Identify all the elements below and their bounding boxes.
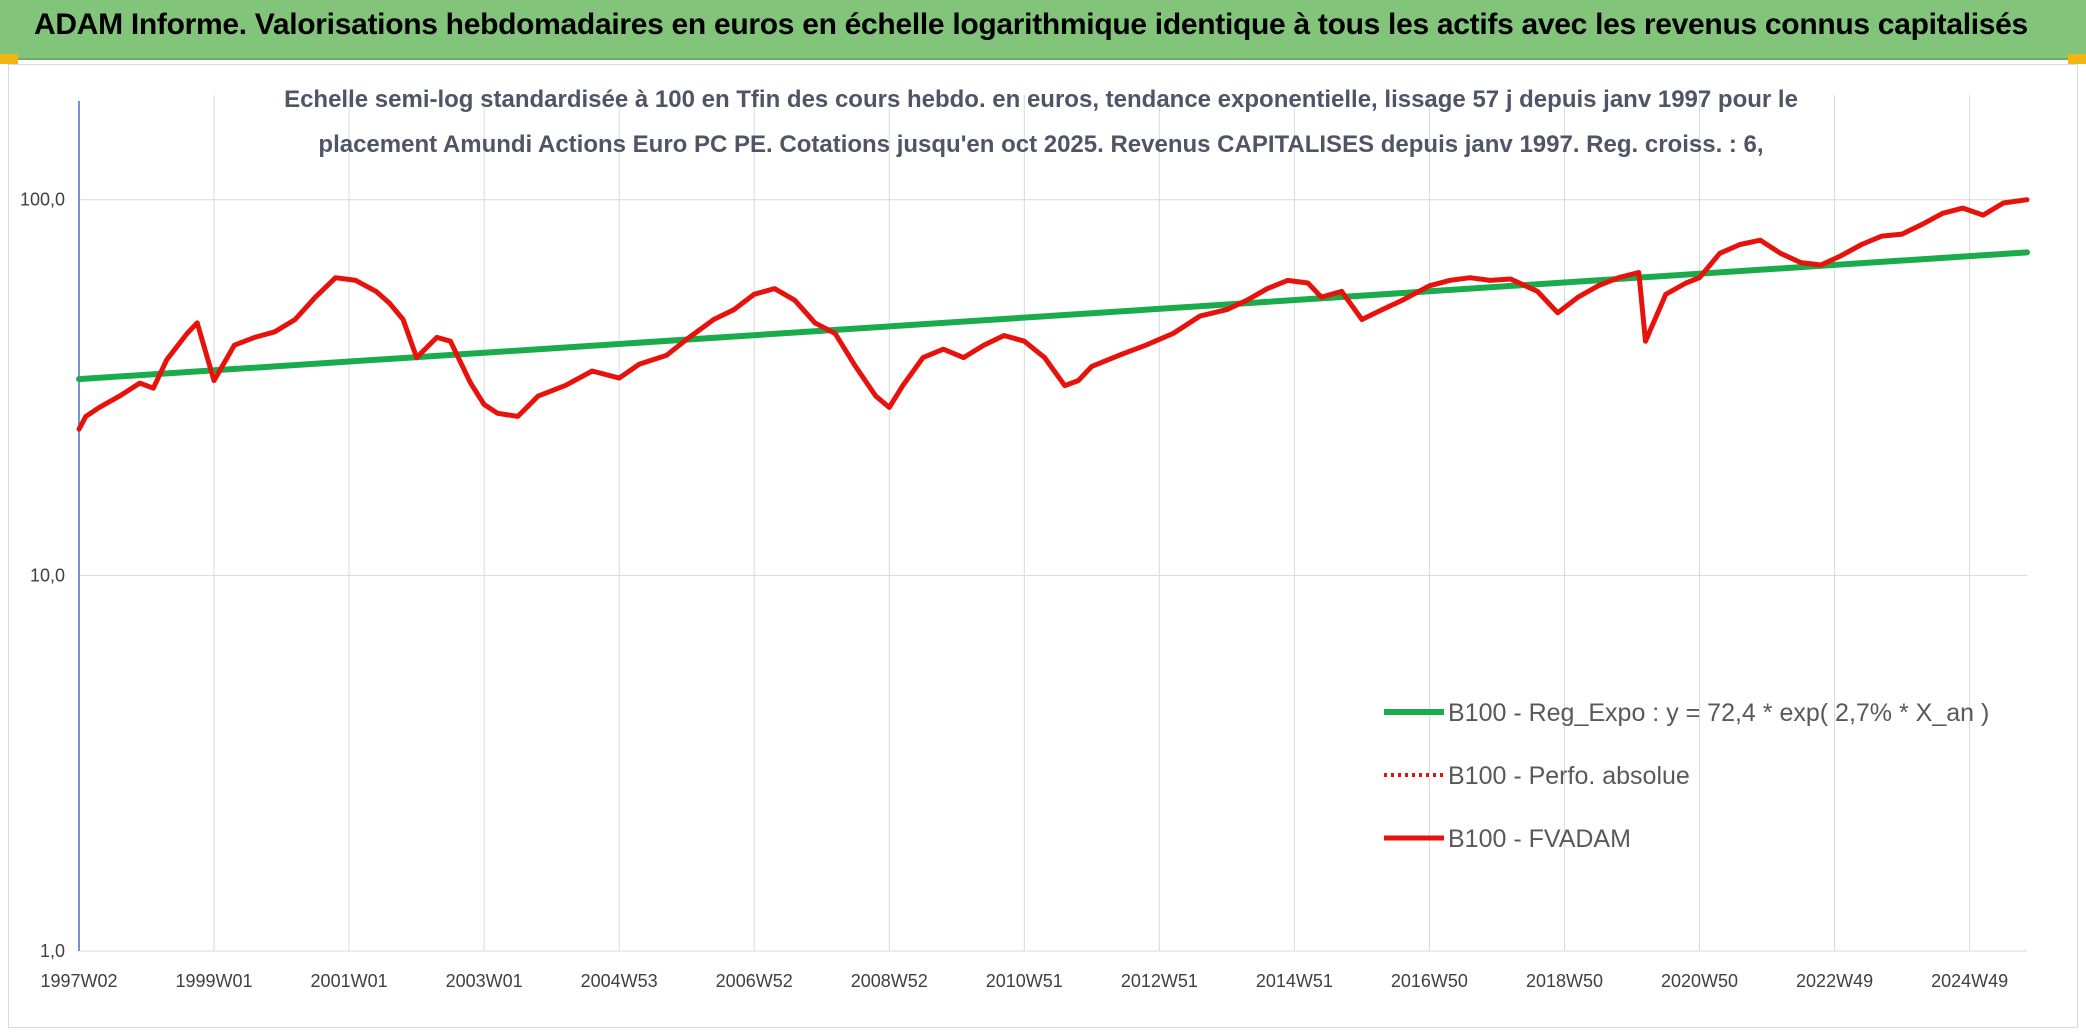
chart-svg: 1997W02 1999W01 2001W01 2003W01 2004W53 2006W… (20, 86, 2030, 991)
x-tick-label: 2018W50 (1526, 971, 1603, 991)
x-tick-label: 1999W01 (176, 971, 253, 991)
axis-layer: 1997W02 1999W01 2001W01 2003W01 2004W53 2006W… (20, 101, 2027, 991)
x-tick-label: 2010W51 (986, 971, 1063, 991)
series-layer (76, 197, 2030, 432)
y-tick-label: 10,0 (30, 565, 65, 585)
x-tick-label: 2024W49 (1931, 971, 2008, 991)
x-tick-label: 2022W49 (1796, 971, 1873, 991)
chart-area: 1997W02 1999W01 2001W01 2003W01 2004W53 2006W… (8, 64, 2078, 1028)
page-title: ADAM Informe. Valorisations hebdomadaire… (34, 8, 2028, 41)
corner-accent-left (0, 54, 18, 64)
x-tick-label: 1997W02 (40, 971, 117, 991)
chart-title: Echelle semi-log standardisée à 100 en T… (284, 86, 1798, 158)
fvadam-series-line (76, 197, 2030, 432)
chart-title-line-1: Echelle semi-log standardisée à 100 en T… (284, 86, 1798, 113)
x-tick-label: 2016W50 (1391, 971, 1468, 991)
x-tick-label: 2004W53 (581, 971, 658, 991)
x-tick-label: 2012W51 (1121, 971, 1198, 991)
chart-title-line-2: placement Amundi Actions Euro PC PE. Cot… (318, 131, 1763, 158)
x-tick-label: 2003W01 (446, 971, 523, 991)
x-tick-label: 2014W51 (1256, 971, 1333, 991)
x-tick-label: 2008W52 (851, 971, 928, 991)
header-bar: ADAM Informe. Valorisations hebdomadaire… (0, 0, 2086, 60)
grid-layer (79, 95, 2027, 952)
regression-series-line (76, 249, 2030, 383)
chart-legend: B100 - Reg_Expo : y = 72,4 * exp( 2,7% *… (1384, 699, 1989, 853)
x-tick-label: 2001W01 (311, 971, 388, 991)
x-tick-label: 2006W52 (716, 971, 793, 991)
legend-label: B100 - FVADAM (1448, 825, 1631, 853)
corner-accent-right (2068, 54, 2086, 64)
y-tick-label: 1,0 (40, 941, 65, 961)
x-tick-label: 2020W50 (1661, 971, 1738, 991)
legend-label: B100 - Reg_Expo : y = 72,4 * exp( 2,7% *… (1448, 699, 1989, 727)
legend-label: B100 - Perfo. absolue (1448, 762, 1690, 790)
y-tick-label: 100,0 (20, 190, 65, 210)
